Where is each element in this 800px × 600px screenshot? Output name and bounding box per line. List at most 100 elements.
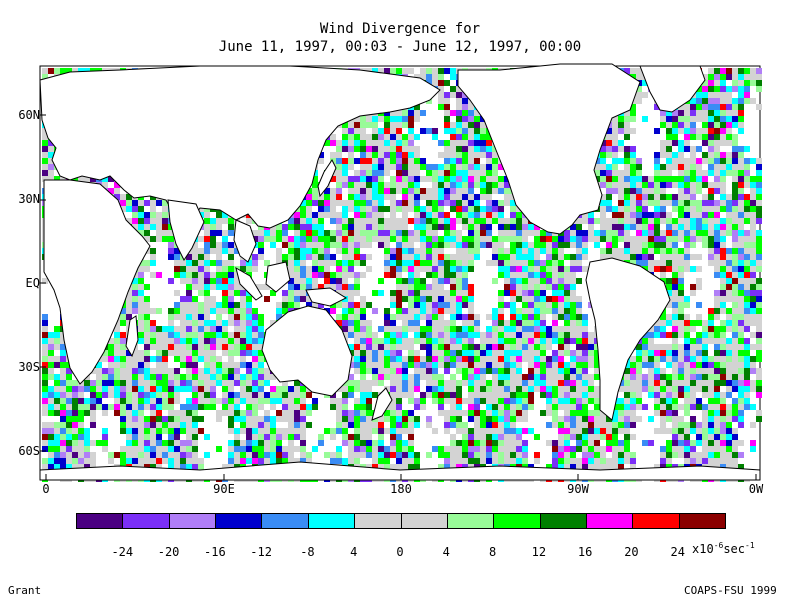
divergence-cell [120, 200, 126, 206]
divergence-cell [714, 314, 720, 320]
divergence-cell [684, 140, 690, 146]
divergence-cell [522, 230, 528, 236]
divergence-cell [360, 302, 366, 308]
divergence-cell [324, 212, 330, 218]
divergence-cell [576, 236, 582, 242]
divergence-cell [486, 140, 492, 146]
divergence-cell [318, 302, 324, 308]
divergence-cell [414, 284, 420, 290]
divergence-cell [714, 350, 720, 356]
divergence-cell [528, 224, 534, 230]
divergence-cell [654, 326, 660, 332]
divergence-cell [306, 224, 312, 230]
divergence-cell [312, 272, 318, 278]
divergence-cell [300, 224, 306, 230]
divergence-cell [624, 230, 630, 236]
divergence-cell [408, 128, 414, 134]
divergence-cell [468, 182, 474, 188]
divergence-cell [684, 122, 690, 128]
divergence-cell [618, 170, 624, 176]
divergence-cell [666, 344, 672, 350]
divergence-cell [684, 194, 690, 200]
divergence-cell [462, 332, 468, 338]
divergence-cell [372, 308, 378, 314]
divergence-cell [222, 362, 228, 368]
divergence-cell [444, 326, 450, 332]
divergence-cell [726, 140, 732, 146]
divergence-cell [732, 164, 738, 170]
divergence-cell [132, 206, 138, 212]
divergence-cell [402, 206, 408, 212]
divergence-cell [516, 248, 522, 254]
divergence-cell [534, 242, 540, 248]
divergence-cell [522, 350, 528, 356]
divergence-cell [384, 320, 390, 326]
divergence-cell [138, 206, 144, 212]
divergence-cell [564, 302, 570, 308]
divergence-cell [738, 356, 744, 362]
divergence-cell [336, 314, 342, 320]
divergence-cell [678, 164, 684, 170]
divergence-cell [204, 260, 210, 266]
divergence-cell [714, 116, 720, 122]
divergence-cell [426, 200, 432, 206]
divergence-cell [744, 206, 750, 212]
divergence-cell [426, 254, 432, 260]
divergence-cell [468, 224, 474, 230]
divergence-cell [756, 278, 762, 284]
divergence-cell [348, 140, 354, 146]
divergence-cell [630, 248, 636, 254]
divergence-cell [720, 74, 726, 80]
divergence-cell [516, 326, 522, 332]
divergence-cell [666, 200, 672, 206]
divergence-cell [144, 326, 150, 332]
divergence-cell [474, 116, 480, 122]
divergence-cell [294, 266, 300, 272]
divergence-cell [486, 314, 492, 320]
divergence-cell [744, 158, 750, 164]
divergence-cell [174, 266, 180, 272]
divergence-cell [462, 320, 468, 326]
divergence-cell [558, 332, 564, 338]
divergence-cell [726, 104, 732, 110]
divergence-cell [408, 266, 414, 272]
divergence-cell [456, 266, 462, 272]
divergence-cell [396, 290, 402, 296]
divergence-cell [534, 362, 540, 368]
divergence-cell [672, 128, 678, 134]
divergence-cell [396, 248, 402, 254]
divergence-cell [288, 290, 294, 296]
divergence-cell [756, 74, 762, 80]
divergence-cell [402, 176, 408, 182]
divergence-cell [372, 164, 378, 170]
divergence-cell [450, 278, 456, 284]
divergence-cell [678, 302, 684, 308]
divergence-cell [450, 362, 456, 368]
divergence-cell [372, 170, 378, 176]
divergence-cell [342, 182, 348, 188]
divergence-cell [750, 278, 756, 284]
divergence-cell [144, 212, 150, 218]
divergence-cell [570, 320, 576, 326]
divergence-cell [156, 308, 162, 314]
divergence-cell [204, 278, 210, 284]
divergence-cell [378, 362, 384, 368]
divergence-cell [432, 134, 438, 140]
divergence-cell [504, 194, 510, 200]
divergence-cell [510, 254, 516, 260]
divergence-cell [738, 122, 744, 128]
divergence-cell [750, 260, 756, 266]
divergence-cell [372, 206, 378, 212]
divergence-cell [432, 320, 438, 326]
divergence-cell [438, 140, 444, 146]
divergence-cell [396, 176, 402, 182]
divergence-cell [588, 230, 594, 236]
divergence-cell [192, 266, 198, 272]
divergence-cell [234, 362, 240, 368]
divergence-cell [720, 242, 726, 248]
divergence-cell [462, 254, 468, 260]
divergence-cell [522, 272, 528, 278]
divergence-cell [606, 182, 612, 188]
divergence-cell [402, 260, 408, 266]
divergence-cell [606, 146, 612, 152]
